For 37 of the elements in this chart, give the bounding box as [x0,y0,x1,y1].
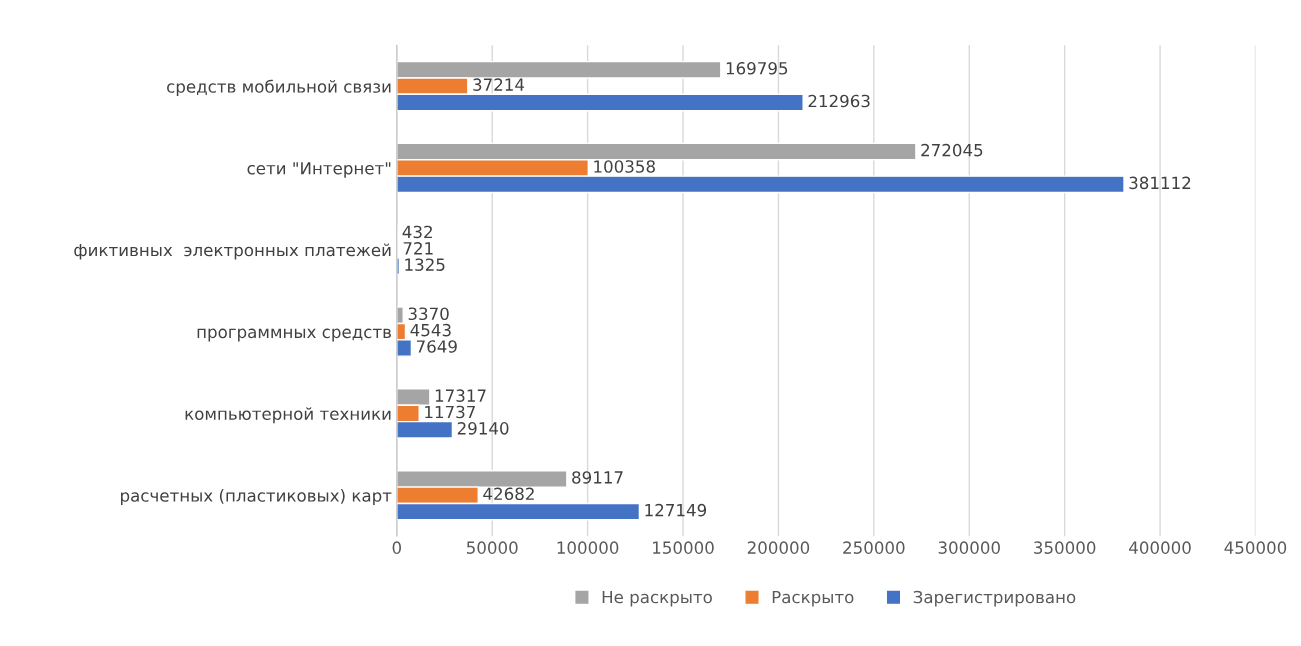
data-label: 4543 [410,323,451,337]
x-tick-label: 100000 [557,541,619,554]
data-label: 1325 [405,258,445,271]
data-label: 721 [403,242,433,255]
y-tick-label: расчетных (пластиковых) карт [121,488,392,506]
data-label: 169795 [726,62,788,75]
x-tick-label: 400000 [1129,541,1191,554]
x-tick-label: 50000 [466,541,518,554]
x-tick-label: 200000 [747,541,810,554]
y-tick-label: средств мобильной связи [167,79,391,97]
x-tick-label: 450000 [1224,541,1287,554]
data-label: 42682 [483,487,534,501]
x-tick-label: 250000 [843,541,905,554]
legend-label: Зарегистрировано [913,590,1076,607]
x-tick-label: 300000 [938,541,1000,554]
data-label: 381112 [1129,176,1191,190]
x-tick-label: 150000 [653,541,714,554]
data-label: 17317 [435,389,486,402]
data-label: 127149 [645,503,707,517]
y-tick-label: программных средств [197,328,391,342]
legend-label: Раскрыто [772,590,854,607]
data-label: 432 [402,225,432,239]
data-label: 272045 [921,143,983,157]
y-tick-label: фиктивных электронных платежей [74,243,391,260]
data-label: 7649 [416,340,457,353]
data-label: 212963 [808,94,870,108]
data-label: 100358 [594,160,655,173]
y-tick-label: компьютерной техники [185,407,391,424]
y-tick-label: сети "Интернет" [247,162,391,178]
x-tick-label: 0 [392,541,401,554]
data-label: 29140 [457,422,509,435]
data-label: 11737 [425,405,475,419]
legend-label: Не раскрыто [602,590,712,607]
data-label: 37214 [473,78,525,91]
data-label: 3370 [408,307,449,321]
data-label: 89117 [572,471,623,484]
x-tick-label: 350000 [1034,541,1096,554]
